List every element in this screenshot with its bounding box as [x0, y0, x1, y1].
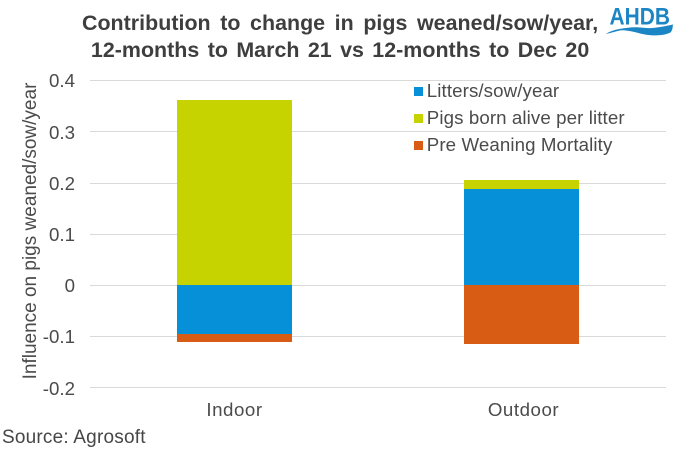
svg-text:AHDB: AHDB: [610, 4, 671, 31]
